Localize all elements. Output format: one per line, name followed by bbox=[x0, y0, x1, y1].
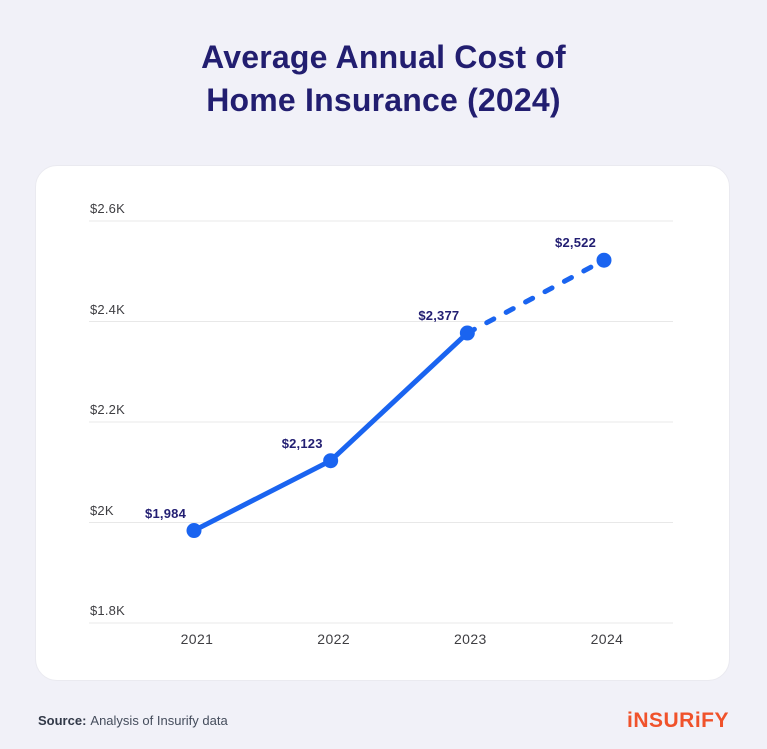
data-point bbox=[596, 252, 612, 268]
y-tick-label: $2.4K bbox=[90, 301, 125, 317]
data-point bbox=[459, 325, 475, 341]
data-point bbox=[186, 523, 202, 539]
series-line-dashed bbox=[464, 257, 607, 336]
chart-card: $1.8K $2K $2.2K $2.4K $2.6K 2021 2022 2023 2024 $… bbox=[35, 165, 730, 681]
data-point-label: $1,984 bbox=[145, 505, 186, 521]
source-label: Source: bbox=[38, 713, 87, 728]
x-tick-label: 2022 bbox=[317, 631, 351, 647]
data-point-label: $2,123 bbox=[281, 435, 323, 451]
x-tick-label: 2023 bbox=[453, 631, 487, 647]
insurify-logo: iNSURiFY bbox=[626, 709, 729, 732]
x-tick-label: 2024 bbox=[590, 631, 624, 647]
data-point-label: $2,522 bbox=[555, 235, 596, 251]
plot-area bbox=[89, 220, 673, 624]
x-tick-label: 2021 bbox=[180, 631, 214, 647]
y-tick-label: $1.8K bbox=[90, 603, 125, 618]
source-note: Source: Analysis of Insurify data bbox=[38, 713, 228, 728]
data-point-label: $2,377 bbox=[418, 308, 460, 324]
source-text: Analysis of Insurify data bbox=[90, 713, 228, 728]
series-line-solid bbox=[191, 330, 470, 534]
page-title: Average Annual Cost of Home Insurance (2… bbox=[201, 39, 566, 118]
y-tick-label: $2K bbox=[90, 502, 114, 518]
y-tick-label: $2.6K bbox=[90, 201, 125, 216]
line-chart bbox=[89, 220, 673, 624]
y-tick-label: $2.2K bbox=[90, 402, 125, 417]
footer: Source: Analysis of Insurify data iNSURiF… bbox=[0, 710, 767, 731]
data-point bbox=[323, 453, 339, 469]
